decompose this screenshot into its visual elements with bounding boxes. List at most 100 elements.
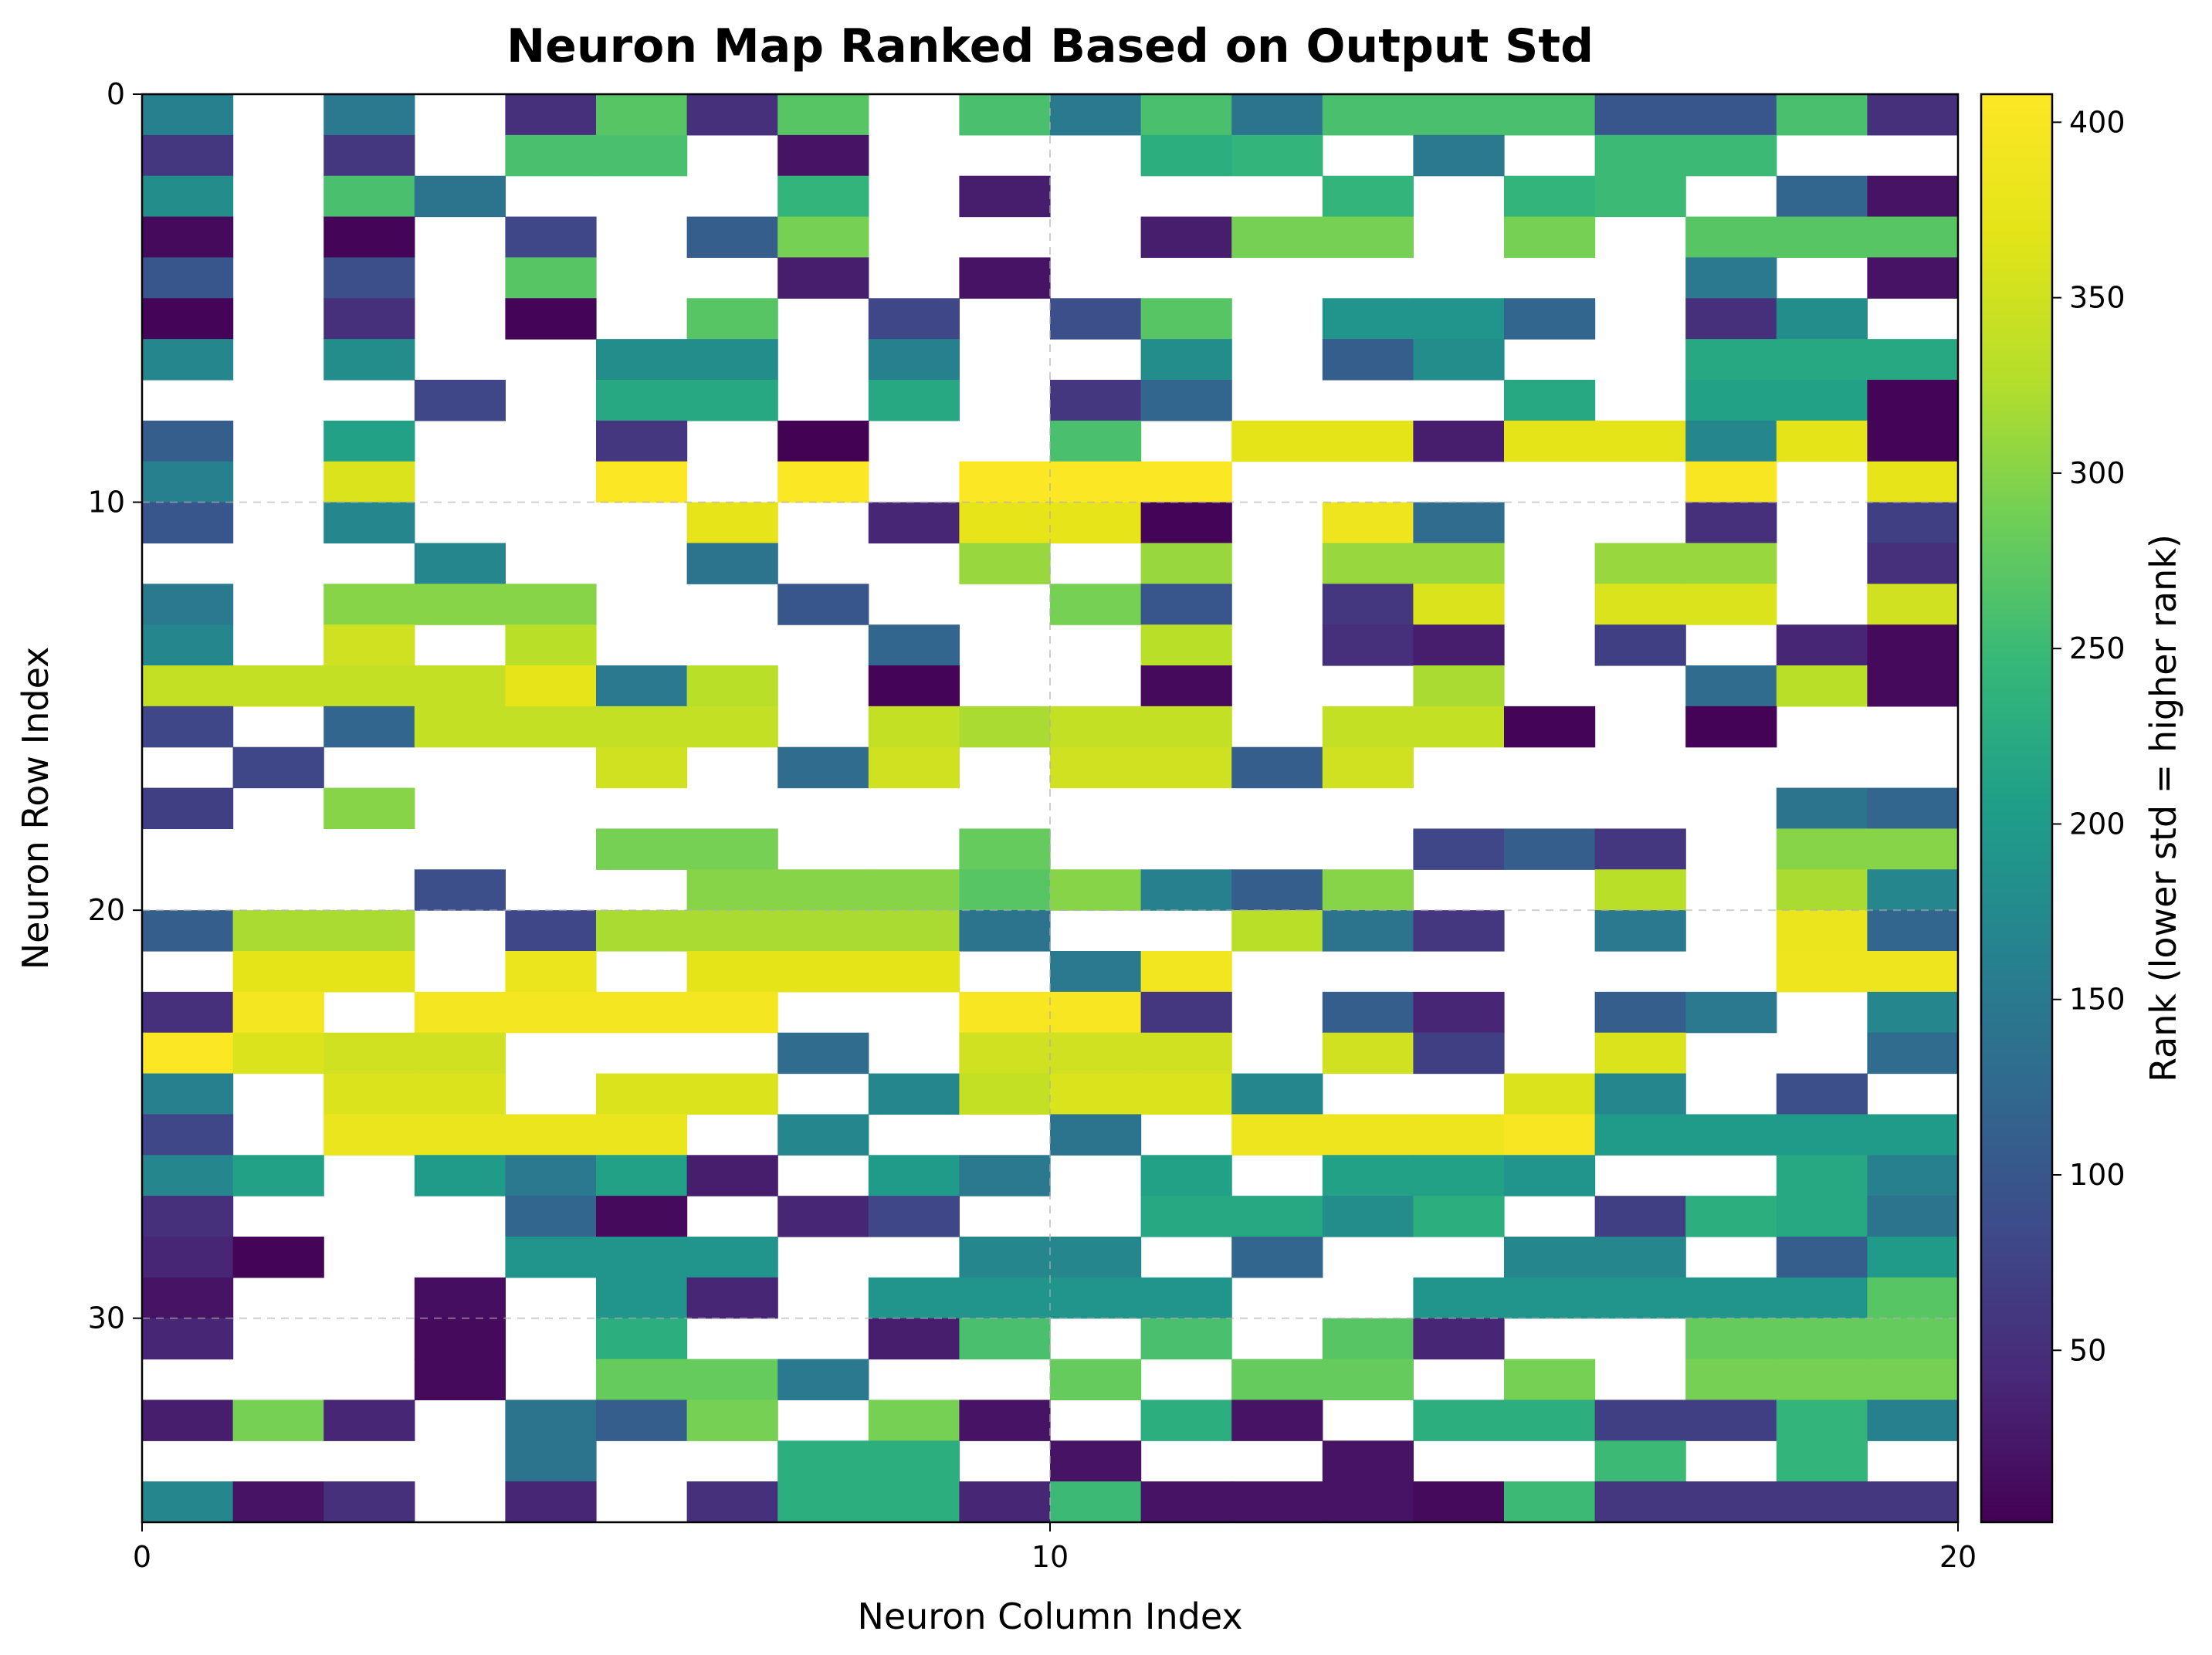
heatmap-cell (1867, 502, 1959, 544)
heatmap-cell (142, 175, 234, 218)
heatmap-cell (1594, 1073, 1686, 1115)
heatmap-cell (1685, 298, 1777, 340)
heatmap-cell (1140, 1481, 1232, 1523)
heatmap-cell (1231, 910, 1323, 952)
heatmap-cell (324, 339, 415, 381)
heatmap-cell (1140, 380, 1232, 421)
x-tick-label: 20 (1939, 1540, 1977, 1574)
heatmap-cell (1685, 502, 1777, 544)
heatmap-cell (1050, 1073, 1142, 1115)
heatmap-cell (596, 134, 688, 177)
heatmap-cell (142, 502, 234, 544)
heatmap-cell (1776, 1440, 1868, 1482)
heatmap-cell (1231, 1114, 1323, 1156)
heatmap-cell (959, 461, 1051, 503)
heatmap-cell (1140, 624, 1232, 666)
heatmap-cell (777, 1196, 869, 1237)
heatmap-cell (505, 1155, 597, 1196)
heatmap-cell (1594, 828, 1686, 870)
heatmap-cell (324, 461, 415, 503)
heatmap-cell (142, 1277, 234, 1319)
y-tick-label: 30 (88, 1301, 125, 1335)
heatmap-cell (142, 665, 234, 707)
heatmap-cell (1504, 1399, 1596, 1441)
heatmap-cell (1140, 298, 1232, 340)
heatmap-cell (1140, 991, 1232, 1034)
heatmap-cell (868, 869, 960, 911)
heatmap-cell (959, 706, 1051, 748)
heatmap-cell (1140, 502, 1232, 544)
heatmap-cell (1594, 869, 1686, 911)
heatmap-cell (596, 1237, 688, 1278)
heatmap-cell (1231, 134, 1323, 177)
heatmap-cell (868, 1277, 960, 1319)
heatmap-cell (414, 706, 506, 748)
heatmap-cell (1050, 94, 1142, 136)
heatmap-cell (1685, 991, 1777, 1034)
heatmap-cell (959, 1155, 1051, 1196)
heatmap-cell (1776, 298, 1868, 340)
heatmap-cell (959, 502, 1051, 544)
heatmap-cell (596, 420, 688, 462)
heatmap-cell (959, 910, 1051, 952)
heatmap-cell (686, 1359, 778, 1401)
heatmap-cell (1867, 1359, 1959, 1401)
heatmap-cell (596, 94, 688, 136)
heatmap-cell (1776, 1155, 1868, 1196)
heatmap-cell (777, 94, 869, 136)
heatmap-cell (1594, 1440, 1686, 1482)
heatmap-cell (232, 665, 324, 707)
colorbar-tick-label: 50 (2069, 1333, 2106, 1367)
heatmap-cell (324, 1481, 415, 1523)
heatmap-cell (1231, 746, 1323, 789)
heatmap-cell (1685, 420, 1777, 462)
heatmap-cell (414, 1277, 506, 1319)
heatmap-cell (596, 1196, 688, 1237)
heatmap-cell (777, 461, 869, 503)
heatmap-cell (959, 257, 1051, 299)
heatmap-cell (1322, 339, 1414, 381)
heatmap-cell (1231, 1196, 1323, 1237)
heatmap-cell (1594, 1481, 1686, 1523)
heatmap-cell (777, 257, 869, 299)
heatmap-cell (959, 1073, 1051, 1115)
heatmap-cell (142, 298, 234, 340)
heatmap-cell (1685, 1114, 1777, 1156)
colorbar-tick-label: 350 (2069, 281, 2126, 315)
heatmap-cell (596, 461, 688, 503)
heatmap-cell (505, 257, 597, 299)
heatmap-cell (1322, 216, 1414, 259)
heatmap-cell (1776, 175, 1868, 218)
heatmap-cell (1322, 746, 1414, 789)
heatmap-cell (1504, 706, 1596, 748)
heatmap-cell (1867, 1155, 1959, 1196)
heatmap-cell (959, 1032, 1051, 1075)
heatmap-cell (959, 828, 1051, 870)
heatmap-cell (414, 1114, 506, 1156)
heatmap-cell (1594, 134, 1686, 177)
heatmap-cell (414, 1032, 506, 1075)
heatmap-cell (868, 502, 960, 544)
heatmap-cell (1413, 1196, 1505, 1237)
heatmap-cell (414, 991, 506, 1034)
heatmap-cell (1504, 1237, 1596, 1278)
heatmap-cell (596, 1155, 688, 1196)
heatmap-cell (777, 175, 869, 218)
heatmap-cell (686, 216, 778, 259)
heatmap-cell (868, 910, 960, 952)
heatmap-cell (1413, 1399, 1505, 1441)
x-tick-label: 0 (133, 1540, 151, 1574)
heatmap-cell (1413, 134, 1505, 177)
heatmap-cell (324, 134, 415, 177)
heatmap-cell (596, 991, 688, 1034)
heatmap-cell (1322, 94, 1414, 136)
heatmap-cell (1867, 1277, 1959, 1319)
y-tick-label: 0 (107, 77, 125, 111)
heatmap-cell (1140, 706, 1232, 748)
heatmap-cell (777, 1440, 869, 1482)
heatmap-cell (324, 1032, 415, 1075)
heatmap-cell (686, 298, 778, 340)
heatmap-cell (777, 216, 869, 259)
heatmap-cell (414, 175, 506, 218)
heatmap-cell (596, 1399, 688, 1441)
